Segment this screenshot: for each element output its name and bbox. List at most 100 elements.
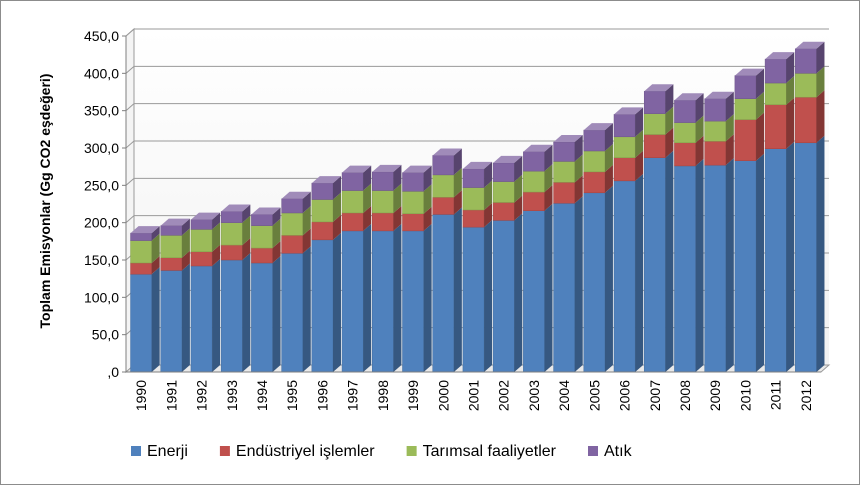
bar-front xyxy=(372,171,394,191)
bar-side xyxy=(725,114,734,142)
bar-front xyxy=(311,182,334,200)
bar-side xyxy=(423,223,432,372)
x-tick-label: 1998 xyxy=(375,380,391,411)
bar-top xyxy=(674,93,704,101)
gridline-diagonal xyxy=(125,65,135,74)
bar-front xyxy=(190,229,213,253)
bar-front xyxy=(764,104,787,149)
bar-front xyxy=(523,151,545,172)
bar-side xyxy=(635,129,644,158)
x-tick-label: 2012 xyxy=(798,380,814,411)
bar-side xyxy=(574,135,583,162)
bar-segment xyxy=(764,97,795,149)
bar-side xyxy=(786,97,795,149)
bar-side xyxy=(544,203,553,372)
bar-segment xyxy=(311,176,341,200)
axes: ,0 50,0 100,0 150,0 200,0 250,0 300,0 350,0 400,… xyxy=(84,28,821,411)
bar-top xyxy=(493,155,523,163)
bar-side xyxy=(181,228,190,258)
bar-segment xyxy=(281,191,311,214)
bar-front xyxy=(432,155,455,176)
bar-side xyxy=(212,212,221,230)
bar-front xyxy=(432,174,455,198)
bar-segment xyxy=(462,202,493,228)
x-tick-label: 1996 xyxy=(314,380,330,411)
bar-segment xyxy=(160,250,190,271)
bar-side xyxy=(604,123,613,151)
bar-segment xyxy=(795,66,825,98)
bar-segment xyxy=(341,223,372,373)
bar-segment xyxy=(402,223,432,373)
bar-front xyxy=(553,141,575,162)
bar-side xyxy=(635,173,644,372)
bar-segment xyxy=(160,263,190,373)
bar-front xyxy=(764,58,787,84)
bar-front xyxy=(795,48,817,74)
bar-side xyxy=(181,250,190,271)
bar-front xyxy=(764,82,787,105)
bar-side xyxy=(574,196,583,372)
x-tick-label: 2004 xyxy=(556,380,572,411)
bar-segment xyxy=(523,164,553,193)
bar-front xyxy=(462,226,485,373)
bar-front xyxy=(704,141,727,166)
bar-segment xyxy=(251,241,281,264)
bar-segment xyxy=(553,154,583,183)
bar-segment xyxy=(553,196,583,373)
bar-front xyxy=(734,98,757,120)
bar-segment xyxy=(190,212,221,230)
bar-front xyxy=(220,244,243,261)
bar-front xyxy=(734,160,757,373)
legend-swatch xyxy=(131,446,141,456)
bars xyxy=(130,41,825,373)
bar-segment xyxy=(402,206,432,232)
bar-segment xyxy=(613,107,644,138)
bar-front xyxy=(704,164,727,373)
bar-side xyxy=(665,150,674,372)
bar-front xyxy=(613,136,636,158)
bar-side xyxy=(453,167,462,198)
bar-segment xyxy=(402,165,432,192)
bar-front xyxy=(795,73,817,98)
x-tick-label: 2009 xyxy=(707,380,723,411)
bar-side xyxy=(181,218,190,236)
bar-front xyxy=(281,253,304,373)
bar-side xyxy=(756,91,765,120)
bar-front xyxy=(734,119,757,161)
bar-front xyxy=(704,120,727,142)
bar-side xyxy=(181,263,190,372)
y-tick-label: 400,0 xyxy=(84,65,119,81)
legend-item: Enerji xyxy=(131,443,188,460)
y-tick-label: 300,0 xyxy=(84,140,119,156)
bar-side xyxy=(332,176,341,200)
bar-segment xyxy=(492,155,523,182)
bar-front xyxy=(492,220,515,373)
bar-front xyxy=(764,148,787,373)
legend-label: Tarımsal faaliyetler xyxy=(423,443,557,460)
bar-side xyxy=(756,68,765,99)
bar-segment xyxy=(220,238,251,261)
bar-front xyxy=(251,247,273,264)
legend: Enerji Endüstriyel işlemler Tarımsal faali… xyxy=(131,443,633,460)
bar-side xyxy=(302,228,311,254)
bar-top xyxy=(765,52,795,60)
bar-side xyxy=(212,244,221,266)
bar-side xyxy=(242,215,251,246)
bar-segment xyxy=(795,90,825,144)
bar-front xyxy=(341,190,364,214)
bar-side xyxy=(393,223,402,372)
gridline-diagonal xyxy=(125,140,135,149)
bar-segment xyxy=(795,41,825,74)
bar-side xyxy=(604,143,613,172)
bar-top xyxy=(432,148,462,156)
x-tick-label: 2007 xyxy=(647,380,663,411)
bar-segment xyxy=(462,161,493,188)
bar-side xyxy=(665,127,674,158)
bar-segment xyxy=(734,68,765,99)
legend-swatch xyxy=(219,446,230,456)
bar-segment xyxy=(372,183,402,214)
bar-segment xyxy=(130,267,160,373)
bar-side xyxy=(574,154,583,183)
bar-top xyxy=(734,68,765,76)
bar-segment xyxy=(281,246,311,373)
